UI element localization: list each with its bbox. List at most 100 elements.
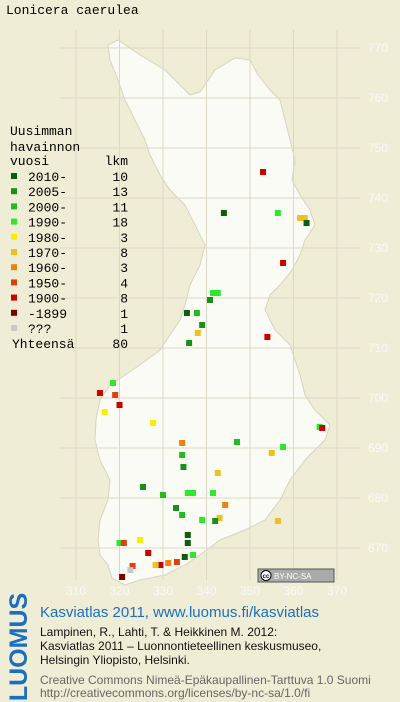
legend-count: 10 xyxy=(112,170,128,185)
observation xyxy=(274,210,281,216)
legend-label: 2000- xyxy=(28,200,67,215)
legend-label: 1990- xyxy=(28,216,67,231)
observation xyxy=(101,409,108,415)
observation xyxy=(194,330,201,336)
y-tick-label: 770 xyxy=(368,41,388,55)
observation xyxy=(165,560,172,566)
legend-swatch xyxy=(11,279,17,286)
citation: Helsingin Yliopisto, Helsinki. xyxy=(40,653,190,667)
observation xyxy=(301,215,308,221)
observation xyxy=(179,512,186,518)
x-tick-label: 340 xyxy=(196,584,216,598)
observation xyxy=(109,380,116,386)
y-tick-label: 680 xyxy=(368,491,388,505)
y-tick-label: 690 xyxy=(368,441,388,455)
legend-label: 1970- xyxy=(28,246,67,261)
observation xyxy=(184,540,191,546)
observation xyxy=(120,540,127,546)
observation xyxy=(129,563,136,569)
legend-count: 1 xyxy=(120,307,128,322)
y-tick-label: 700 xyxy=(368,391,388,405)
x-tick-label: 350 xyxy=(240,584,260,598)
grid-overlay xyxy=(60,30,360,580)
tick-labels: 310 320 330 340 350 360 3706706806907007107207… xyxy=(66,41,388,598)
legend-count: 18 xyxy=(112,216,128,231)
x-tick-label: 330 xyxy=(153,584,173,598)
observation xyxy=(157,562,164,568)
legend-swatch xyxy=(11,203,17,210)
legend-count-header: lkm xyxy=(105,154,129,169)
observation xyxy=(179,452,186,458)
observation xyxy=(173,559,180,565)
legend-header: vuosi xyxy=(10,154,49,169)
legend-swatch xyxy=(11,309,17,316)
observation xyxy=(280,444,287,450)
legend-swatch xyxy=(11,218,17,225)
legend-count: 3 xyxy=(120,261,128,276)
legend-swatch xyxy=(11,294,17,301)
observation xyxy=(116,402,123,408)
legend-label: 1980- xyxy=(28,231,67,246)
observation xyxy=(210,490,217,496)
observation xyxy=(297,215,304,221)
observation xyxy=(193,310,200,316)
cc-icon xyxy=(260,570,272,581)
observation xyxy=(119,574,126,580)
observation xyxy=(136,537,143,543)
observation xyxy=(116,540,123,546)
observation xyxy=(139,484,146,490)
citation: Kasviatlas 2011 – Luonnontieteellinen ke… xyxy=(40,639,321,653)
y-tick-label: 720 xyxy=(368,291,388,305)
license-badge: cc BY-NC-SA xyxy=(257,568,335,583)
observation xyxy=(184,490,191,496)
observation xyxy=(210,290,217,296)
legend-count: 8 xyxy=(120,246,128,261)
logo: LUOMUS xyxy=(5,593,33,701)
observation xyxy=(260,169,267,175)
legend-label: 2005- xyxy=(28,185,67,200)
observation xyxy=(216,515,223,521)
badge-text: BY-NC-SA xyxy=(274,572,312,581)
observation xyxy=(274,518,281,524)
x-tick-label: 320 xyxy=(109,584,129,598)
observation xyxy=(112,392,119,398)
legend-label: 2010- xyxy=(28,170,67,185)
observation xyxy=(180,464,187,470)
x-tick-label: 360 xyxy=(283,584,303,598)
observation xyxy=(264,334,271,340)
legend-swatch xyxy=(11,325,17,331)
total-label: Yhteensä xyxy=(12,337,75,352)
legend-swatch xyxy=(11,264,17,271)
legend-count: 3 xyxy=(120,231,128,246)
license-text: Creative Commons Nimeä-Epäkaupallinen-Ta… xyxy=(40,673,371,687)
observation xyxy=(199,517,206,523)
observation xyxy=(183,310,190,316)
legend-header: havainnon xyxy=(10,140,80,155)
legend-count: 11 xyxy=(112,200,128,215)
observation xyxy=(206,297,213,303)
observation xyxy=(233,439,240,445)
observation xyxy=(179,440,186,446)
observation xyxy=(149,420,156,426)
observation xyxy=(268,450,275,456)
observation xyxy=(181,554,188,560)
observation xyxy=(160,492,166,498)
legend-count: 13 xyxy=(112,185,128,200)
legend-label: 1900- xyxy=(28,292,67,307)
observation xyxy=(214,470,221,476)
observation xyxy=(303,220,310,226)
legend-count: 1 xyxy=(120,322,128,337)
legend-swatch xyxy=(11,249,17,255)
observation xyxy=(319,425,326,431)
y-tick-label: 760 xyxy=(368,91,388,105)
observations xyxy=(96,169,326,580)
footer-headline: Kasviatlas 2011, www.luomus.fi/kasviatla… xyxy=(40,604,319,621)
observation xyxy=(152,562,159,568)
legend-label: 1950- xyxy=(28,276,67,291)
y-tick-label: 710 xyxy=(368,341,388,355)
legend-label: -1899 xyxy=(28,307,67,322)
x-tick-label: 370 xyxy=(327,584,347,598)
observation xyxy=(190,490,197,496)
